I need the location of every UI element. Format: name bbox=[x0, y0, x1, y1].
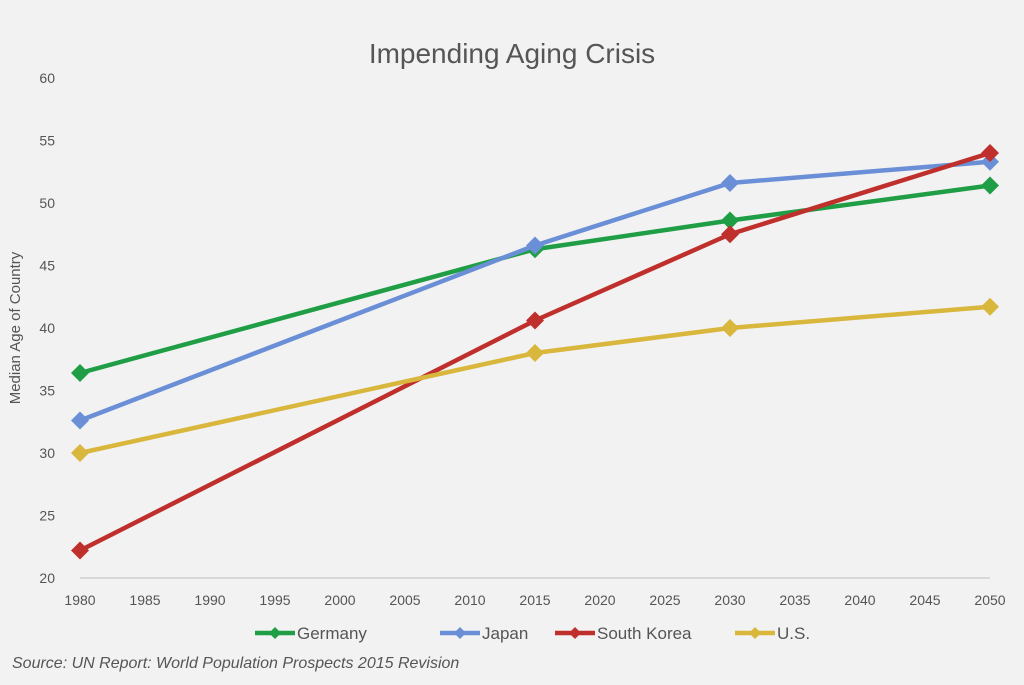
x-tick-label: 1985 bbox=[129, 592, 160, 608]
series-line-south-korea bbox=[78, 150, 991, 553]
data-point bbox=[721, 319, 739, 337]
y-tick-label: 35 bbox=[39, 383, 55, 399]
legend-label: Japan bbox=[482, 624, 528, 643]
legend-label: U.S. bbox=[777, 624, 810, 643]
data-point bbox=[981, 176, 999, 195]
y-tick-label: 30 bbox=[39, 445, 55, 461]
x-tick-label: 2040 bbox=[844, 592, 875, 608]
x-tick-label: 2030 bbox=[714, 592, 745, 608]
data-point bbox=[71, 541, 89, 560]
x-tick-label: 2020 bbox=[584, 592, 615, 608]
data-point bbox=[981, 144, 999, 162]
data-point bbox=[721, 174, 739, 192]
data-point bbox=[526, 344, 544, 362]
data-point bbox=[71, 364, 89, 382]
data-point bbox=[721, 211, 739, 230]
y-tick-label: 20 bbox=[39, 570, 55, 586]
x-tick-label: 2000 bbox=[324, 592, 355, 608]
x-tick-label: 2045 bbox=[909, 592, 940, 608]
data-point bbox=[526, 311, 544, 330]
source-note: Source: UN Report: World Population Pros… bbox=[12, 655, 460, 672]
x-tick-label: 2050 bbox=[974, 592, 1005, 608]
y-tick-label: 45 bbox=[39, 258, 55, 274]
series-line-u-s- bbox=[79, 304, 991, 456]
y-tick-label: 60 bbox=[39, 70, 55, 86]
legend-marker bbox=[749, 627, 761, 639]
x-tick-label: 1995 bbox=[259, 592, 290, 608]
x-tick-label: 2015 bbox=[519, 592, 550, 608]
x-tick-label: 2035 bbox=[779, 592, 810, 608]
chart-title: Impending Aging Crisis bbox=[368, 38, 656, 69]
x-tick-label: 2005 bbox=[389, 592, 420, 608]
legend-label: South Korea bbox=[597, 624, 692, 643]
x-tick-label: 1980 bbox=[64, 592, 95, 608]
y-tick-label: 55 bbox=[39, 133, 55, 149]
x-tick-label: 2025 bbox=[649, 592, 680, 608]
data-point bbox=[71, 444, 89, 462]
y-tick-label: 50 bbox=[39, 195, 55, 211]
y-tick-label: 25 bbox=[39, 508, 55, 524]
data-point bbox=[526, 236, 544, 255]
series-line-japan bbox=[79, 159, 991, 423]
y-axis-label: Median Age of Country bbox=[7, 251, 24, 404]
data-point bbox=[981, 297, 999, 316]
legend-marker bbox=[454, 627, 466, 639]
series-line-germany bbox=[79, 183, 991, 376]
legend-label: Germany bbox=[297, 624, 367, 643]
data-point bbox=[71, 411, 89, 430]
x-tick-label: 2010 bbox=[454, 592, 485, 608]
legend-marker bbox=[569, 627, 581, 639]
x-tick-label: 1990 bbox=[194, 592, 225, 608]
y-tick-label: 40 bbox=[39, 320, 55, 336]
legend-marker bbox=[269, 627, 281, 639]
data-point bbox=[721, 225, 739, 244]
